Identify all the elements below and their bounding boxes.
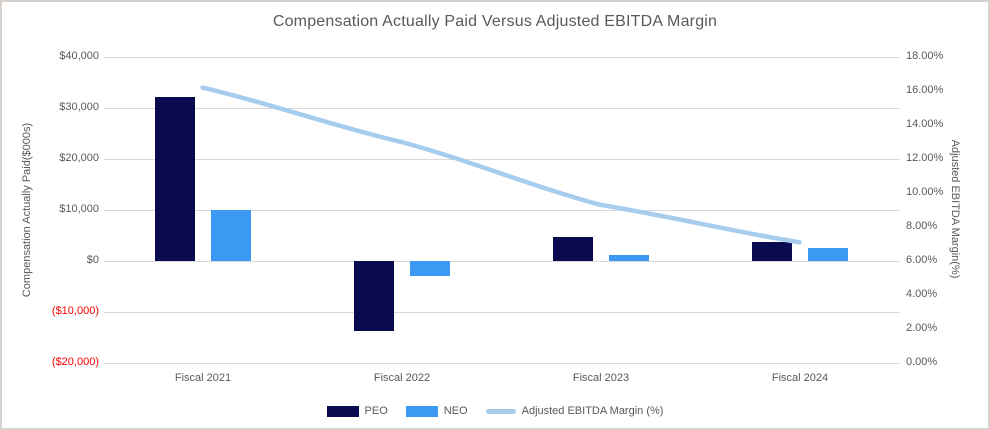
x-axis-label: Fiscal 2023 [572,372,630,384]
legend-swatch-line [485,408,516,414]
right-axis-tick-label: 8.00% [906,220,938,232]
left-axis-tick-label: $20,000 [59,152,99,164]
bar-neo-fiscal-2024 [808,248,848,261]
bar-peo-fiscal-2023 [553,237,593,261]
left-axis-tick-label: $0 [86,254,99,266]
left-axis-tick-label: $30,000 [59,101,99,113]
right-axis-tick-label: 6.00% [906,254,938,266]
legend-item: NEO [405,405,468,417]
ebitda-margin-line-path [200,85,802,245]
right-axis-tick-label: 12.00% [906,152,944,164]
legend-item: Adjusted EBITDA Margin (%) [485,405,664,417]
chart-title: Compensation Actually Paid Versus Adjust… [272,13,718,30]
right-axis-tick-label: 4.00% [906,288,938,300]
legend-swatch-bar [405,405,438,417]
legend-item: PEO [326,405,388,417]
left-axis-tick-label: ($20,000) [51,356,99,368]
bar-neo-fiscal-2021 [211,210,251,261]
x-axis-label: Fiscal 2022 [373,372,431,384]
legend-label: PEO [364,405,388,417]
gridline [104,159,900,160]
right-axis-tick-label: 2.00% [906,322,938,334]
right-axis-tick-label: 18.00% [906,50,944,62]
bar-neo-fiscal-2023 [609,255,649,261]
x-axis-label: Fiscal 2021 [174,372,232,384]
right-axis-tick-label: 16.00% [906,84,944,96]
x-axis-label: Fiscal 2024 [771,372,829,384]
left-axis-tick-label: $10,000 [59,203,99,215]
gridline [104,108,900,109]
bar-peo-fiscal-2022 [354,261,394,331]
gridline [104,312,900,313]
right-axis-tick-label: 10.00% [906,186,944,198]
gridline [104,363,900,364]
gridline [104,261,900,262]
bar-neo-fiscal-2022 [410,261,450,276]
bar-peo-fiscal-2021 [155,97,195,261]
right-axis-tick-label: 0.00% [906,356,938,368]
right-axis-tick-label: 14.00% [906,118,944,130]
legend: PEO NEO Adjusted EBITDA Margin (%) [2,405,988,417]
gridline [104,57,900,58]
legend-label: Adjusted EBITDA Margin (%) [521,405,664,417]
legend-swatch-bar [326,405,359,417]
left-axis-tick-label: $40,000 [59,50,99,62]
left-axis-tick-label: ($10,000) [51,305,99,317]
legend-label: NEO [443,405,468,417]
bar-peo-fiscal-2024 [752,242,792,261]
